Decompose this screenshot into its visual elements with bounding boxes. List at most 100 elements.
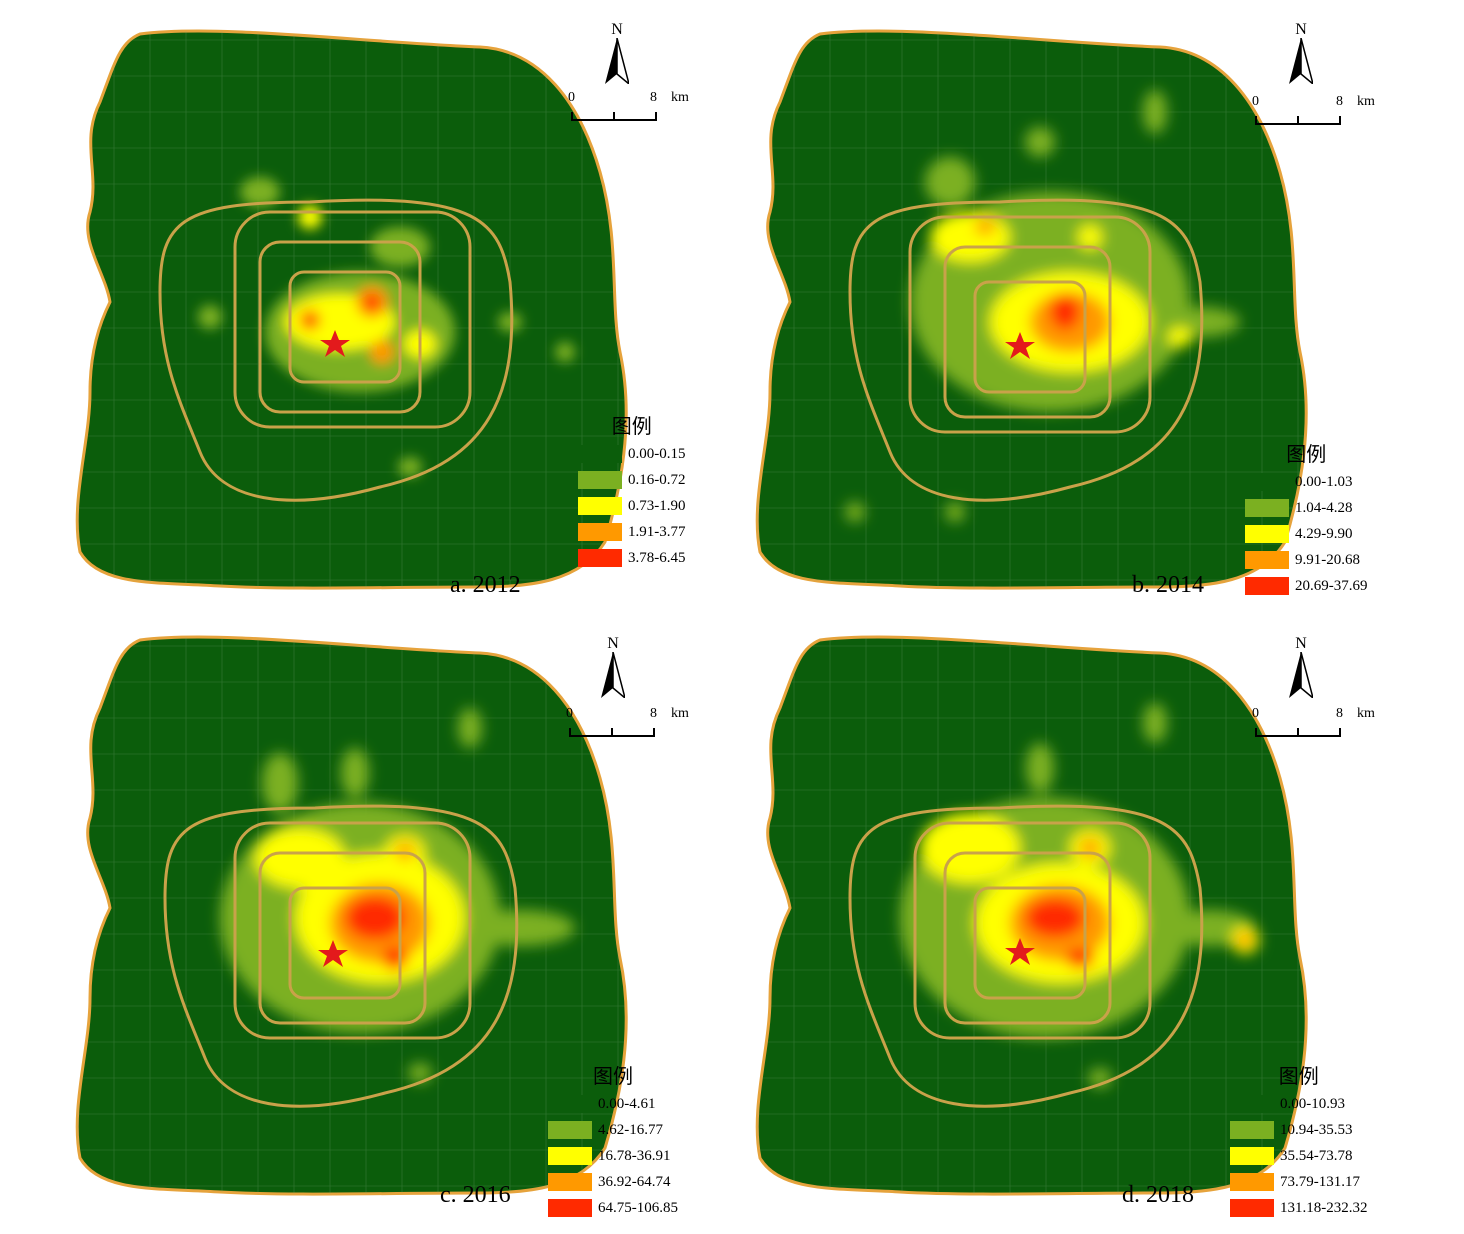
legend-swatch <box>1245 473 1289 491</box>
scale-unit: km <box>671 706 689 721</box>
center-star <box>1005 332 1035 359</box>
legend-label: 0.00-4.61 <box>598 1095 656 1112</box>
legend-label: 0.00-1.03 <box>1295 473 1353 490</box>
north-arrow: N <box>1281 636 1321 703</box>
panel-caption: c. 2016 <box>440 1182 511 1208</box>
legend-label: 35.54-73.78 <box>1280 1147 1353 1164</box>
north-label: N <box>607 635 619 652</box>
legend-swatch <box>578 523 622 541</box>
scale-bar: 0 8 km <box>566 706 696 746</box>
legend-swatch <box>1230 1121 1274 1139</box>
legend-label: 64.75-106.85 <box>598 1199 678 1216</box>
legend-label: 16.78-36.91 <box>598 1147 671 1164</box>
legend-title: 图例 <box>611 414 652 438</box>
scale-eight: 8 <box>650 706 657 721</box>
legend-swatch <box>548 1095 592 1113</box>
legend-swatch <box>1230 1173 1274 1191</box>
scale-bar: 0 8 km <box>1252 94 1382 134</box>
legend-label: 1.91-3.77 <box>628 523 686 540</box>
legend-item: 131.18-232.32 <box>1230 1199 1368 1217</box>
legend-item: 1.91-3.77 <box>578 523 686 541</box>
legend-swatch <box>548 1199 592 1217</box>
map-panel-2018: N 0 8 km 图例 0.00-10.93 10.94-35.53 35.54… <box>740 628 1420 1218</box>
legend-item: 20.69-37.69 <box>1245 577 1368 595</box>
legend-label: 1.04-4.28 <box>1295 499 1353 516</box>
map-panel-2012: N 0 8 km 图例 0.00-0.15 0.16-0.72 0.73-1.9… <box>60 22 710 602</box>
legend-label: 10.94-35.53 <box>1280 1121 1353 1138</box>
legend-swatch <box>578 445 622 463</box>
legend-item: 35.54-73.78 <box>1230 1147 1368 1165</box>
map-panel-2014: N 0 8 km 图例 0.00-1.03 1.04-4.28 4.29-9.9… <box>740 22 1400 602</box>
legend-item: 3.78-6.45 <box>578 549 686 567</box>
north-label: N <box>611 21 623 38</box>
map-panel-2016: N 0 8 km 图例 0.00-4.61 4.62-16.77 16.78-3… <box>60 628 720 1218</box>
legend-label: 36.92-64.74 <box>598 1173 671 1190</box>
panel-caption: a. 2012 <box>450 572 521 598</box>
legend-swatch <box>578 549 622 567</box>
legend-item: 0.73-1.90 <box>578 497 686 515</box>
legend-item: 9.91-20.68 <box>1245 551 1368 569</box>
scale-eight: 8 <box>650 90 657 105</box>
legend-swatch <box>578 497 622 515</box>
legend-label: 9.91-20.68 <box>1295 551 1360 568</box>
north-arrow: N <box>597 22 637 89</box>
legend-item: 0.16-0.72 <box>578 471 686 489</box>
legend-swatch <box>578 471 622 489</box>
legend-label: 73.79-131.17 <box>1280 1173 1360 1190</box>
legend-item: 4.29-9.90 <box>1245 525 1368 543</box>
scale-unit: km <box>1357 94 1375 109</box>
legend-swatch <box>1245 551 1289 569</box>
panel-caption: d. 2018 <box>1122 1182 1194 1208</box>
legend-swatch <box>1230 1095 1274 1113</box>
scale-bar: 0 8 km <box>568 90 698 130</box>
north-arrow-icon <box>605 37 631 87</box>
density-hotspots <box>198 177 575 477</box>
north-arrow: N <box>1281 22 1321 89</box>
legend-swatch <box>1245 577 1289 595</box>
legend-label: 4.62-16.77 <box>598 1121 663 1138</box>
legend-item: 10.94-35.53 <box>1230 1121 1368 1139</box>
ring-roads <box>848 198 1204 502</box>
legend-swatch <box>1245 499 1289 517</box>
north-arrow: N <box>593 636 633 703</box>
legend-item: 16.78-36.91 <box>548 1147 678 1165</box>
legend-title: 图例 <box>593 1064 633 1088</box>
scale-eight: 8 <box>1336 94 1343 109</box>
legend-swatch <box>1230 1147 1274 1165</box>
legend-swatch <box>1230 1199 1274 1217</box>
scale-zero: 0 <box>568 90 575 105</box>
ring-roads <box>158 198 514 502</box>
panel-caption: b. 2014 <box>1132 572 1204 598</box>
scale-unit: km <box>671 90 689 105</box>
north-label: N <box>1295 21 1307 38</box>
legend-item: 0.00-4.61 <box>548 1095 678 1113</box>
north-arrow-icon <box>1289 651 1315 701</box>
legend-2018: 图例 0.00-10.93 10.94-35.53 35.54-73.78 73… <box>1230 1060 1368 1225</box>
density-map-2018 <box>755 635 1308 1196</box>
legend-label: 0.16-0.72 <box>628 471 686 488</box>
legend-item: 64.75-106.85 <box>548 1199 678 1217</box>
legend-item: 1.04-4.28 <box>1245 499 1368 517</box>
legend-item: 73.79-131.17 <box>1230 1173 1368 1191</box>
density-map-2012 <box>75 29 628 590</box>
north-arrow-icon <box>601 651 627 701</box>
legend-label: 20.69-37.69 <box>1295 577 1368 594</box>
legend-swatch <box>548 1173 592 1191</box>
scale-bar: 0 8 km <box>1252 706 1382 746</box>
legend-swatch <box>548 1121 592 1139</box>
density-map-2016 <box>75 635 628 1196</box>
north-label: N <box>1295 635 1307 652</box>
scale-unit: km <box>1357 706 1375 721</box>
legend-label: 3.78-6.45 <box>628 549 686 566</box>
scale-zero: 0 <box>566 706 573 721</box>
density-map-2014 <box>755 29 1308 590</box>
legend-item: 0.00-10.93 <box>1230 1095 1368 1113</box>
legend-item: 4.62-16.77 <box>548 1121 678 1139</box>
legend-2014: 图例 0.00-1.03 1.04-4.28 4.29-9.90 9.91-20… <box>1245 438 1368 603</box>
north-arrow-icon <box>1289 37 1315 87</box>
center-star <box>318 940 348 967</box>
legend-swatch <box>548 1147 592 1165</box>
legend-label: 4.29-9.90 <box>1295 525 1353 542</box>
legend-item: 0.00-0.15 <box>578 445 686 463</box>
ring-roads <box>848 804 1204 1108</box>
